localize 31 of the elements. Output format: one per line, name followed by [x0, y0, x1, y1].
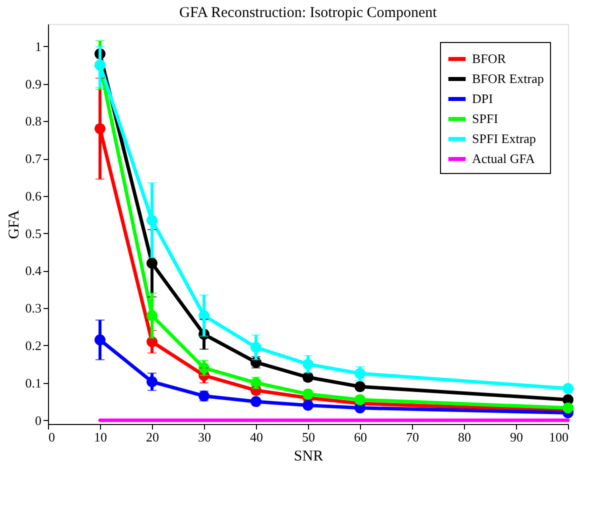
- y-axis-title: GFA: [6, 210, 22, 239]
- chart-title: GFA Reconstruction: Isotropic Component: [179, 5, 438, 21]
- x-tick-label: 40: [250, 430, 263, 444]
- x-tick-label: 100: [549, 430, 568, 444]
- legend-label: SPFI Extrap: [472, 131, 536, 146]
- legend-label: SPFI: [472, 111, 498, 126]
- legend-label: BFOR Extrap: [472, 71, 544, 86]
- y-tick-label: 0: [35, 412, 42, 428]
- legend-label: BFOR: [472, 51, 506, 66]
- x-tick-label: 10: [94, 430, 107, 444]
- legend-label: Actual GFA: [472, 151, 536, 166]
- y-tick-label: 0.8: [25, 114, 42, 129]
- x-tick-label: 90: [510, 430, 523, 444]
- y-tick-label: 0.7: [25, 151, 42, 166]
- y-tick-label: 1: [35, 38, 42, 54]
- y-tick-label: 0.4: [25, 263, 42, 278]
- x-tick-label: 0: [48, 430, 55, 444]
- y-tick-label: 0.9: [25, 76, 42, 92]
- x-tick-label: 50: [302, 430, 315, 444]
- x-tick-label: 80: [458, 430, 471, 444]
- y-tick-label: 0.5: [25, 226, 42, 241]
- y-tick-label: 0.1: [25, 375, 42, 390]
- x-tick-label: 30: [198, 430, 211, 444]
- x-tick-label: 20: [146, 430, 159, 444]
- legend-label: DPI: [472, 91, 493, 106]
- y-tick-label: 0.2: [25, 338, 42, 353]
- y-tick-label: 0.6: [25, 188, 42, 204]
- y-tick-label: 0.3: [25, 300, 42, 316]
- x-tick-label: 60: [354, 430, 367, 444]
- x-tick-label: 70: [406, 430, 419, 444]
- x-axis-title: SNR: [294, 448, 324, 464]
